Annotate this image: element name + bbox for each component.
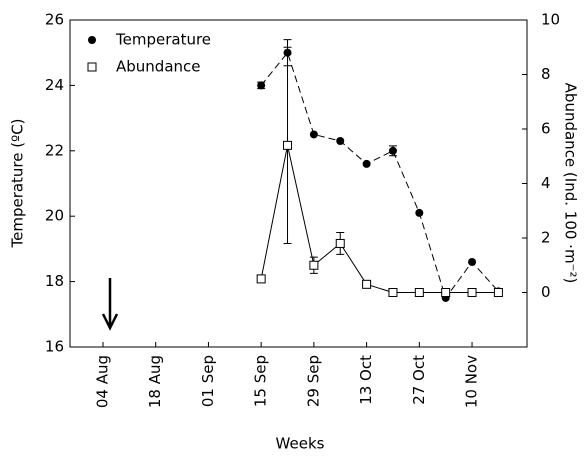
x-axis-label: Weeks — [276, 435, 325, 453]
series-line — [260, 51, 499, 300]
data-point — [388, 288, 398, 297]
legend-label: Temperature — [115, 31, 211, 49]
y-tick-label: 26 — [45, 11, 64, 29]
y-tick-label: 20 — [45, 207, 64, 225]
y-tick-label: 22 — [45, 141, 64, 159]
data-point — [283, 140, 293, 150]
data-point — [441, 288, 451, 297]
x-tick-label: 29 Sep — [304, 355, 322, 407]
legend-marker — [88, 36, 96, 44]
y2-tick-label: 4 — [541, 174, 551, 192]
legend-marker — [87, 62, 97, 72]
x-tick-label: 27 Oct — [410, 355, 428, 405]
data-point — [467, 288, 477, 297]
x-tick-label: 04 Aug — [94, 355, 112, 408]
data-point — [257, 81, 266, 90]
x-tick-label: 15 Sep — [252, 355, 270, 407]
series-line — [260, 145, 499, 293]
data-point — [309, 260, 319, 270]
x-tick-label: 10 Nov — [463, 355, 481, 408]
y2-tick-label: 6 — [541, 120, 551, 138]
y2-tick-label: 2 — [541, 229, 551, 247]
x-tick-label: 18 Aug — [146, 355, 164, 408]
data-point — [388, 146, 397, 155]
x-tick-label: 01 Sep — [199, 355, 217, 407]
x-tick-label: 13 Oct — [357, 355, 375, 405]
y2-tick-label: 0 — [541, 283, 551, 301]
y-tick-label: 24 — [45, 76, 64, 94]
y2-tick-label: 8 — [541, 65, 551, 83]
data-point — [362, 279, 372, 289]
data-point — [468, 257, 477, 266]
y2-axis-label: Abundance (Ind. 100 ·m⁻²) — [562, 83, 580, 284]
data-point — [414, 288, 424, 297]
data-point — [309, 130, 318, 139]
y-tick-label: 16 — [45, 338, 64, 356]
data-point — [493, 288, 503, 297]
y-tick-label: 18 — [45, 272, 64, 290]
data-point — [362, 159, 371, 168]
y-axis-label: Temperature (ºC) — [9, 118, 27, 248]
data-point — [335, 238, 345, 248]
legend-label: Abundance — [116, 58, 201, 76]
data-point — [336, 136, 345, 145]
y2-tick-label: 10 — [541, 11, 560, 29]
data-point — [415, 208, 424, 217]
start-arrow — [101, 278, 119, 331]
data-point — [256, 274, 266, 284]
